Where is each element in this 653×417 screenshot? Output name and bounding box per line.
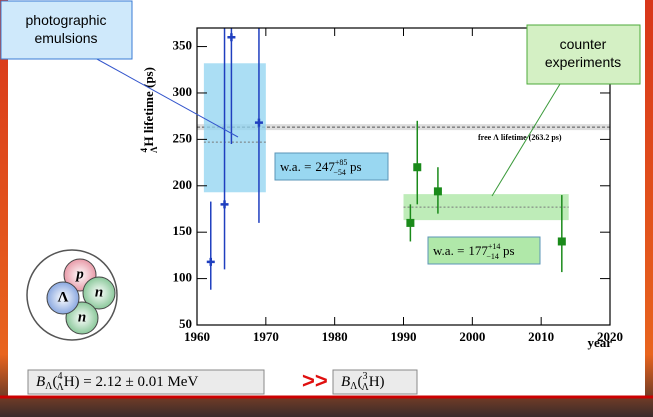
callout-box [0, 0, 133, 60]
plot-area [197, 28, 610, 290]
weighted-average-label-box [274, 152, 389, 181]
callout-pointer [491, 83, 561, 197]
x-tick-label: 2020 [597, 329, 623, 344]
nucleon-label: n [95, 284, 103, 300]
y-tick-label: 150 [173, 223, 193, 238]
x-tick-label: 1980 [322, 329, 348, 344]
y-tick-label: 350 [173, 38, 193, 53]
callout-word: photographic [26, 12, 107, 28]
x-tick-label: 2010 [528, 329, 554, 344]
data-point [227, 33, 236, 42]
weighted-average-label-box [427, 236, 541, 265]
x-axis-label: year [587, 335, 612, 350]
nucleon-label: p [74, 266, 84, 282]
callout-pointer [94, 57, 239, 138]
label-part: 177 [468, 243, 488, 258]
neutron [82, 276, 116, 310]
label-part: +14 [488, 242, 501, 251]
weighted-average-band [203, 63, 266, 193]
y-tick-label: 100 [173, 270, 193, 285]
callout-word: counter [560, 36, 607, 52]
label-part: −14 [486, 252, 499, 261]
nucleus-diagram: p Λ n n [26, 249, 118, 341]
callout-text: photographic emulsions [26, 12, 107, 46]
weighted-average-label: w.a. = 247+85 −54 ps [280, 158, 362, 177]
x-tick-label: 1990 [391, 329, 417, 344]
y-axis-label: 4ΛH lifetime (ps) [139, 67, 159, 153]
data-point [557, 237, 566, 246]
x-tick-label: 2000 [459, 329, 485, 344]
callout-word: emulsions [34, 30, 97, 46]
data-point [433, 187, 442, 196]
y-tick-label: 300 [173, 84, 193, 99]
label-part: w.a. = [280, 159, 311, 174]
formula-box [27, 369, 265, 395]
y-tick-label: 200 [173, 177, 193, 192]
comparison: >> [302, 368, 328, 393]
label-part: +85 [335, 158, 348, 167]
data-point [413, 163, 422, 172]
callout-word: experiments [545, 54, 621, 70]
nucleon-label: Λ [58, 289, 69, 305]
y-tick-label: 250 [173, 130, 193, 145]
plot: free Λ lifetime (263.2 ps) w.a. = 247+85 −5… [173, 27, 623, 344]
data-point [220, 200, 229, 209]
callout-box [526, 24, 641, 85]
label-part: ps [350, 159, 362, 174]
label-part: 247 [315, 159, 335, 174]
data-point [206, 257, 215, 266]
label-part: −54 [333, 168, 346, 177]
lambda [46, 281, 80, 315]
x-tick-label: 1960 [184, 329, 210, 344]
nucleon-label: n [78, 309, 86, 325]
formula-box [332, 369, 418, 395]
label-part: ps [503, 243, 515, 258]
data-point [406, 218, 415, 227]
data-point [254, 118, 263, 127]
reference-label: free Λ lifetime (263.2 ps) [478, 133, 562, 142]
weighted-average-label: w.a. = 177+14 −14 ps [433, 242, 515, 261]
y-tick-label: 50 [179, 316, 192, 331]
label-part: w.a. = [433, 243, 464, 258]
callout-text: counter experiments [545, 36, 621, 70]
formula: BΛ(3 ΛH) [341, 371, 385, 393]
x-tick-label: 1970 [253, 329, 279, 344]
formula: BΛ(4 ΛH) = 2.12 ± 0.01 MeV [36, 371, 198, 393]
